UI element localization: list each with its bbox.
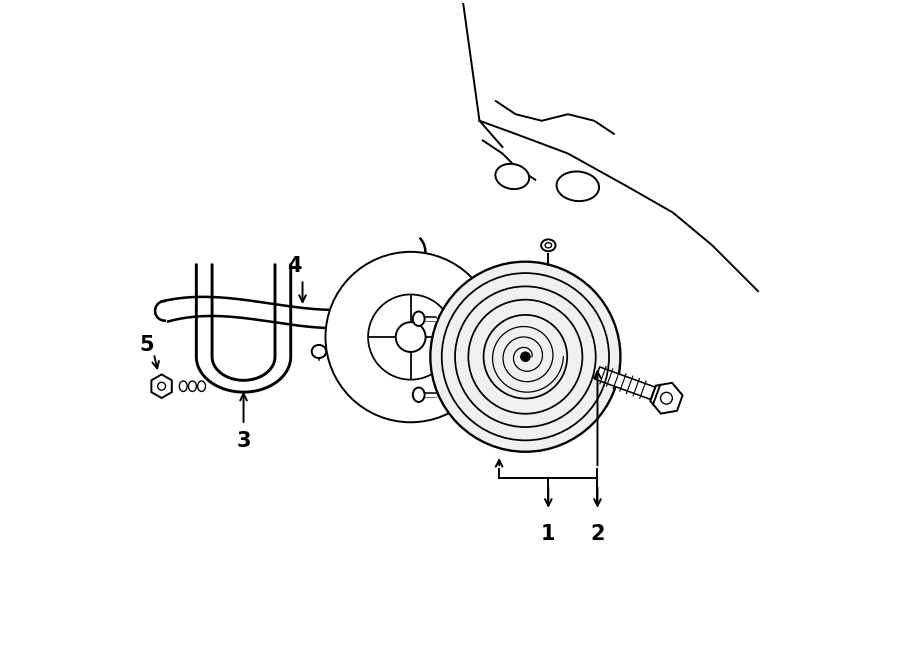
Text: 5: 5 — [140, 335, 155, 355]
Polygon shape — [151, 374, 172, 398]
Ellipse shape — [198, 381, 205, 391]
Ellipse shape — [311, 345, 326, 358]
Ellipse shape — [430, 262, 620, 451]
Text: 3: 3 — [237, 431, 251, 451]
Ellipse shape — [495, 164, 529, 189]
Ellipse shape — [368, 294, 454, 379]
Text: 2: 2 — [590, 524, 605, 544]
Ellipse shape — [326, 252, 496, 422]
Polygon shape — [595, 367, 655, 399]
Ellipse shape — [413, 311, 425, 326]
Ellipse shape — [556, 171, 599, 201]
Polygon shape — [651, 383, 682, 414]
Ellipse shape — [541, 239, 555, 251]
Ellipse shape — [520, 352, 530, 362]
Text: 1: 1 — [541, 524, 555, 544]
Text: 4: 4 — [287, 256, 302, 276]
Ellipse shape — [413, 387, 425, 402]
Ellipse shape — [188, 381, 196, 391]
Ellipse shape — [179, 381, 187, 391]
Ellipse shape — [396, 322, 426, 352]
